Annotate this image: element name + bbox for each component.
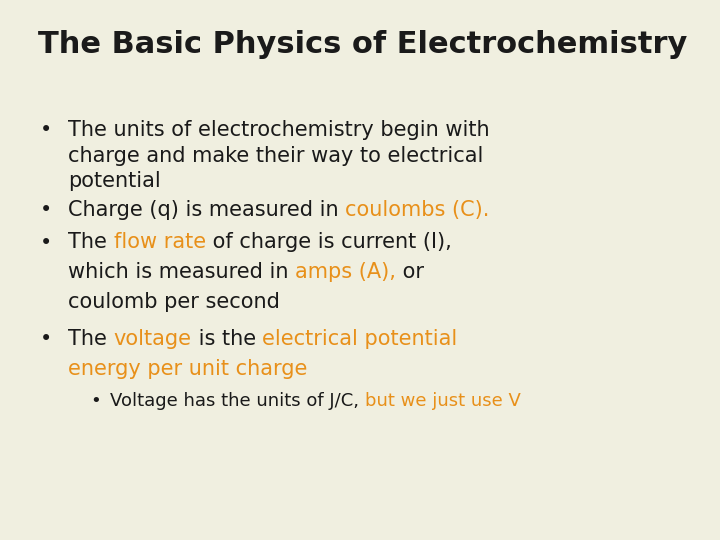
Text: The: The [68,233,114,253]
Text: which is measured in: which is measured in [68,262,295,282]
Text: flow rate: flow rate [114,233,206,253]
Text: •: • [40,233,53,253]
Text: •: • [40,120,53,140]
Text: energy per unit charge: energy per unit charge [68,359,307,379]
Text: •: • [40,329,53,349]
Text: The Basic Physics of Electrochemistry: The Basic Physics of Electrochemistry [38,30,688,59]
Text: of charge is current (I),: of charge is current (I), [206,233,451,253]
Text: or: or [396,262,424,282]
Text: The units of electrochemistry begin with
charge and make their way to electrical: The units of electrochemistry begin with… [68,120,490,191]
Text: coulomb per second: coulomb per second [68,292,280,312]
Text: coulombs (C).: coulombs (C). [346,200,490,220]
Text: electrical potential: electrical potential [262,329,457,349]
Text: Voltage has the units of J/C,: Voltage has the units of J/C, [110,393,365,410]
Text: amps (A),: amps (A), [295,262,396,282]
Text: is the: is the [192,329,262,349]
Text: The: The [68,329,114,349]
Text: voltage: voltage [114,329,192,349]
Text: •: • [40,200,53,220]
Text: but we just use V: but we just use V [365,393,521,410]
Text: •: • [90,393,101,410]
Text: Charge (q) is measured in: Charge (q) is measured in [68,200,346,220]
